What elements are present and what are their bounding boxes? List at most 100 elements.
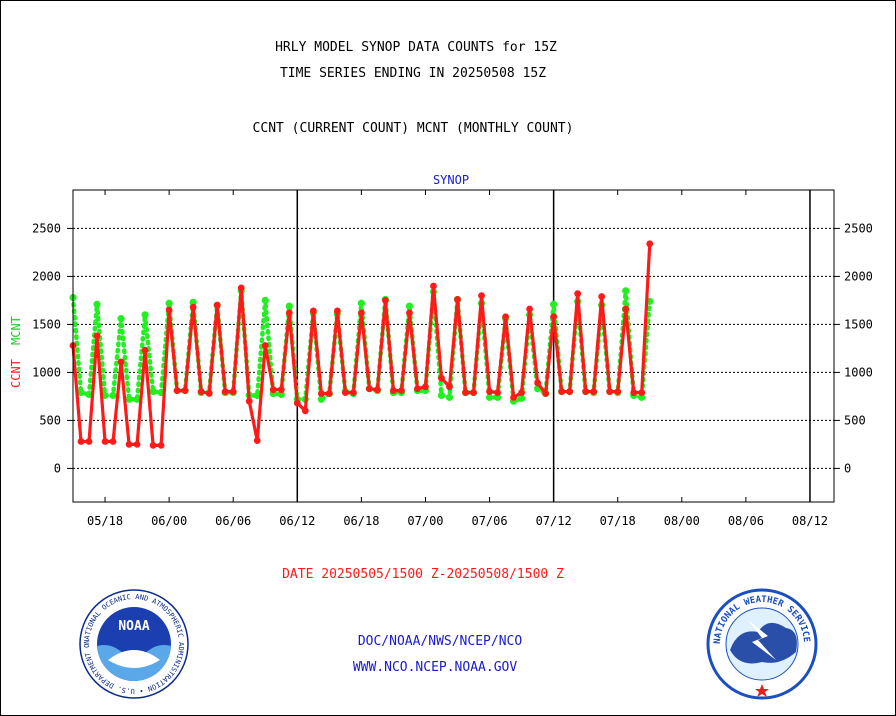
separator-layer [296, 190, 811, 502]
point-ccnt [221, 388, 229, 395]
point-ccnt [542, 390, 550, 397]
point-ccnt [486, 388, 493, 395]
point-ccnt [277, 386, 285, 394]
series-layer [69, 240, 654, 449]
point-mcnt [253, 391, 261, 400]
point-ccnt [566, 388, 574, 395]
noaa-wordmark: NOAA [118, 619, 149, 634]
xtick-label: 08/06 [728, 514, 764, 528]
point-ccnt [582, 388, 590, 395]
point-ccnt [261, 342, 269, 349]
point-ccnt [502, 313, 509, 321]
chart-title: SYNOP [433, 173, 469, 187]
point-ccnt [165, 306, 173, 314]
point-ccnt [125, 441, 133, 448]
point-mcnt [445, 393, 454, 401]
point-mcnt [141, 311, 149, 319]
point-ccnt [197, 388, 205, 395]
xtick-label: 06/00 [151, 514, 187, 528]
point-mcnt [550, 300, 558, 308]
point-mcnt [133, 395, 141, 403]
point-ccnt [534, 379, 542, 387]
point-ccnt [77, 438, 85, 445]
point-mcnt [125, 395, 133, 403]
point-ccnt [237, 284, 245, 292]
point-ccnt [590, 388, 598, 395]
ytick-label-right: 1500 [844, 317, 873, 331]
point-ccnt [406, 309, 413, 317]
point-ccnt [494, 389, 501, 396]
point-ccnt [470, 389, 477, 396]
point-ccnt [149, 441, 157, 449]
ytick-label-right: 2500 [844, 221, 873, 235]
point-mcnt [317, 395, 325, 403]
point-ccnt [438, 374, 445, 382]
point-ccnt [630, 389, 638, 396]
ytick-label-left: 2000 [32, 269, 61, 283]
header-line3: CCNT (CURRENT COUNT) MCNT (MONTHLY COUNT… [253, 121, 574, 136]
point-ccnt [133, 441, 141, 448]
point-ccnt [213, 301, 221, 309]
point-mcnt [285, 302, 293, 310]
point-mcnt [638, 393, 646, 401]
ytick-label-left: 0 [54, 461, 61, 475]
point-ccnt [606, 388, 614, 395]
point-ccnt [93, 332, 101, 340]
xtick-label: 06/18 [343, 514, 379, 528]
point-mcnt [357, 299, 365, 307]
point-ccnt [598, 293, 606, 300]
xtick-label: 07/00 [407, 514, 443, 528]
point-mcnt [622, 287, 630, 295]
point-ccnt [446, 383, 453, 391]
point-ccnt [269, 386, 277, 394]
xtick-label: 07/12 [536, 514, 572, 528]
point-ccnt [173, 387, 181, 395]
point-mcnt [437, 391, 446, 400]
point-ccnt [382, 297, 389, 304]
point-ccnt [245, 397, 253, 405]
xtick-label: 07/06 [471, 514, 507, 528]
point-ccnt [478, 292, 485, 299]
point-ccnt [510, 393, 517, 401]
point-mcnt [77, 388, 85, 397]
xtick-label: 06/12 [279, 514, 315, 528]
point-mcnt [405, 302, 414, 310]
header-line1: HRLY MODEL SYNOP DATA COUNTS for 15Z [275, 40, 557, 55]
ytick-label-right: 500 [844, 413, 866, 427]
point-ccnt [253, 437, 261, 444]
point-ccnt [157, 441, 165, 449]
org-line: DOC/NOAA/NWS/NCEP/NCO [358, 634, 523, 649]
point-mcnt [261, 296, 269, 304]
point-ccnt [181, 387, 189, 395]
ytick-label-left: 1500 [32, 317, 61, 331]
nws-logo-icon: NATIONAL WEATHER SERVICE [706, 588, 818, 700]
point-ccnt [317, 390, 325, 397]
point-mcnt [93, 300, 101, 308]
ytick-label-left: 2500 [32, 221, 61, 235]
point-ccnt [454, 296, 461, 303]
point-ccnt [285, 309, 293, 317]
point-ccnt [574, 290, 582, 298]
point-ccnt [414, 385, 421, 393]
date-range: DATE 20250505/1500 Z-20250508/1500 Z [282, 567, 564, 582]
point-ccnt [622, 305, 630, 313]
point-mcnt [277, 390, 285, 399]
point-ccnt [349, 389, 357, 396]
point-ccnt [341, 389, 349, 396]
point-mcnt [517, 394, 526, 402]
xtick-label: 08/00 [664, 514, 700, 528]
plot-frame [72, 189, 835, 503]
axis-layer: 0 0 500 500 1000 1000 1500 1500 2000 2000 2500 2500… [32, 190, 873, 528]
point-ccnt [646, 240, 654, 248]
point-ccnt [205, 390, 213, 397]
point-mcnt [109, 391, 117, 400]
point-mcnt [85, 390, 93, 399]
point-mcnt [485, 393, 494, 401]
point-ccnt [550, 313, 558, 321]
url-link[interactable]: WWW.NCO.NCEP.NOAA.GOV [353, 660, 518, 675]
point-ccnt [85, 438, 93, 445]
ylabel-mcnt: MCNT [9, 316, 23, 345]
point-ccnt [526, 305, 533, 313]
